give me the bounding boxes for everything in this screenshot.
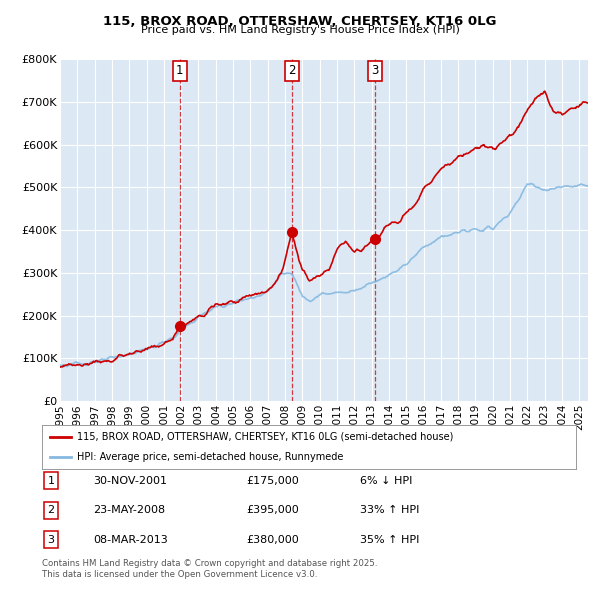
Text: 115, BROX ROAD, OTTERSHAW, CHERTSEY, KT16 0LG: 115, BROX ROAD, OTTERSHAW, CHERTSEY, KT1… — [103, 15, 497, 28]
Text: 1: 1 — [47, 476, 55, 486]
Text: This data is licensed under the Open Government Licence v3.0.: This data is licensed under the Open Gov… — [42, 571, 317, 579]
Text: £380,000: £380,000 — [246, 535, 299, 545]
Text: 30-NOV-2001: 30-NOV-2001 — [93, 476, 167, 486]
Text: £395,000: £395,000 — [246, 506, 299, 515]
Text: 23-MAY-2008: 23-MAY-2008 — [93, 506, 165, 515]
Text: 3: 3 — [371, 64, 379, 77]
Text: HPI: Average price, semi-detached house, Runnymede: HPI: Average price, semi-detached house,… — [77, 452, 343, 462]
Text: 2: 2 — [47, 506, 55, 515]
Text: £175,000: £175,000 — [246, 476, 299, 486]
Text: 08-MAR-2013: 08-MAR-2013 — [93, 535, 168, 545]
Text: Contains HM Land Registry data © Crown copyright and database right 2025.: Contains HM Land Registry data © Crown c… — [42, 559, 377, 568]
Text: 6% ↓ HPI: 6% ↓ HPI — [360, 476, 412, 486]
Text: 115, BROX ROAD, OTTERSHAW, CHERTSEY, KT16 0LG (semi-detached house): 115, BROX ROAD, OTTERSHAW, CHERTSEY, KT1… — [77, 432, 453, 442]
Text: Price paid vs. HM Land Registry's House Price Index (HPI): Price paid vs. HM Land Registry's House … — [140, 25, 460, 35]
Text: 33% ↑ HPI: 33% ↑ HPI — [360, 506, 419, 515]
Text: 35% ↑ HPI: 35% ↑ HPI — [360, 535, 419, 545]
Text: 3: 3 — [47, 535, 55, 545]
Text: 1: 1 — [176, 64, 184, 77]
Text: 2: 2 — [288, 64, 296, 77]
